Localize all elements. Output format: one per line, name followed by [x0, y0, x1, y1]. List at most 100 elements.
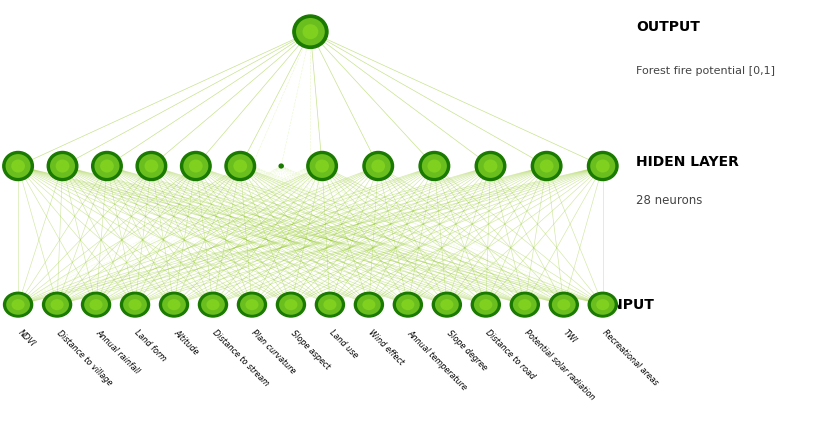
Text: Plan curvature: Plan curvature	[250, 328, 297, 376]
Ellipse shape	[315, 160, 329, 173]
Ellipse shape	[225, 151, 256, 181]
Ellipse shape	[6, 154, 31, 178]
Text: 28 neurons: 28 neurons	[636, 194, 702, 207]
Ellipse shape	[419, 151, 450, 181]
Text: Altitude: Altitude	[172, 328, 200, 357]
Ellipse shape	[513, 294, 536, 315]
Ellipse shape	[591, 294, 614, 315]
Ellipse shape	[3, 292, 33, 317]
Text: Forest fire potential [0,1]: Forest fire potential [0,1]	[636, 66, 775, 76]
Ellipse shape	[323, 299, 336, 310]
Ellipse shape	[440, 299, 453, 310]
Ellipse shape	[557, 299, 571, 310]
Ellipse shape	[549, 292, 578, 317]
Text: Distance to stream: Distance to stream	[211, 328, 271, 388]
Ellipse shape	[139, 154, 164, 178]
Ellipse shape	[50, 154, 75, 178]
Text: Wind effect: Wind effect	[367, 328, 406, 367]
Text: Land use: Land use	[328, 328, 360, 361]
Ellipse shape	[362, 299, 375, 310]
Ellipse shape	[540, 160, 554, 173]
Ellipse shape	[100, 160, 114, 173]
Text: Slope aspect: Slope aspect	[289, 328, 331, 371]
Ellipse shape	[365, 154, 391, 178]
Ellipse shape	[296, 18, 325, 45]
Ellipse shape	[596, 299, 609, 310]
Ellipse shape	[518, 299, 531, 310]
Text: TWI: TWI	[561, 328, 579, 346]
Text: Annual temperature: Annual temperature	[406, 328, 469, 392]
Ellipse shape	[81, 292, 111, 317]
Ellipse shape	[484, 160, 498, 173]
Text: Land form: Land form	[133, 328, 168, 364]
Ellipse shape	[422, 154, 447, 178]
Ellipse shape	[363, 151, 394, 181]
Ellipse shape	[474, 294, 498, 315]
Ellipse shape	[534, 154, 559, 178]
Ellipse shape	[180, 151, 211, 181]
Ellipse shape	[371, 160, 385, 173]
Ellipse shape	[201, 294, 225, 315]
Ellipse shape	[292, 15, 328, 48]
Ellipse shape	[12, 299, 24, 310]
Ellipse shape	[587, 151, 618, 181]
Ellipse shape	[43, 292, 71, 317]
Ellipse shape	[401, 299, 415, 310]
Ellipse shape	[6, 294, 30, 315]
Text: Potential solar radiation: Potential solar radiation	[523, 328, 597, 402]
Text: HIDEN LAYER: HIDEN LAYER	[636, 155, 739, 169]
Ellipse shape	[189, 160, 203, 173]
Ellipse shape	[318, 294, 342, 315]
Ellipse shape	[50, 299, 64, 310]
Ellipse shape	[3, 151, 34, 181]
Text: Annual rainfall: Annual rainfall	[94, 328, 142, 376]
Ellipse shape	[168, 299, 180, 310]
Ellipse shape	[55, 160, 70, 173]
Ellipse shape	[249, 164, 255, 169]
Ellipse shape	[303, 24, 318, 39]
Text: NDVI: NDVI	[16, 328, 36, 349]
Ellipse shape	[237, 292, 266, 317]
Ellipse shape	[128, 299, 142, 310]
Ellipse shape	[308, 164, 313, 169]
Ellipse shape	[309, 154, 334, 178]
Ellipse shape	[588, 292, 618, 317]
Ellipse shape	[427, 160, 442, 173]
Text: Distance to village: Distance to village	[54, 328, 114, 387]
Text: OUTPUT: OUTPUT	[636, 20, 700, 34]
Ellipse shape	[228, 154, 253, 178]
Ellipse shape	[393, 292, 422, 317]
Ellipse shape	[90, 299, 102, 310]
Text: INPUT: INPUT	[607, 298, 654, 312]
Ellipse shape	[357, 294, 380, 315]
Ellipse shape	[478, 154, 503, 178]
Ellipse shape	[277, 292, 306, 317]
Ellipse shape	[315, 292, 344, 317]
Ellipse shape	[284, 299, 297, 310]
Text: Distance to road: Distance to road	[484, 328, 536, 382]
Ellipse shape	[475, 151, 506, 181]
Ellipse shape	[510, 292, 540, 317]
Ellipse shape	[246, 299, 258, 310]
Ellipse shape	[531, 151, 562, 181]
Ellipse shape	[199, 292, 227, 317]
Ellipse shape	[123, 294, 147, 315]
Ellipse shape	[233, 160, 247, 173]
Ellipse shape	[136, 151, 167, 181]
Ellipse shape	[278, 164, 284, 169]
Ellipse shape	[240, 294, 264, 315]
Ellipse shape	[354, 292, 384, 317]
Ellipse shape	[184, 154, 209, 178]
Ellipse shape	[596, 160, 609, 173]
Text: Slope degree: Slope degree	[445, 328, 489, 372]
Text: Recreational areas: Recreational areas	[601, 328, 660, 388]
Ellipse shape	[471, 292, 500, 317]
Ellipse shape	[144, 160, 158, 173]
Ellipse shape	[590, 154, 615, 178]
Ellipse shape	[206, 299, 220, 310]
Ellipse shape	[11, 160, 25, 173]
Ellipse shape	[95, 154, 120, 178]
Ellipse shape	[396, 294, 420, 315]
Ellipse shape	[279, 294, 303, 315]
Ellipse shape	[435, 294, 458, 315]
